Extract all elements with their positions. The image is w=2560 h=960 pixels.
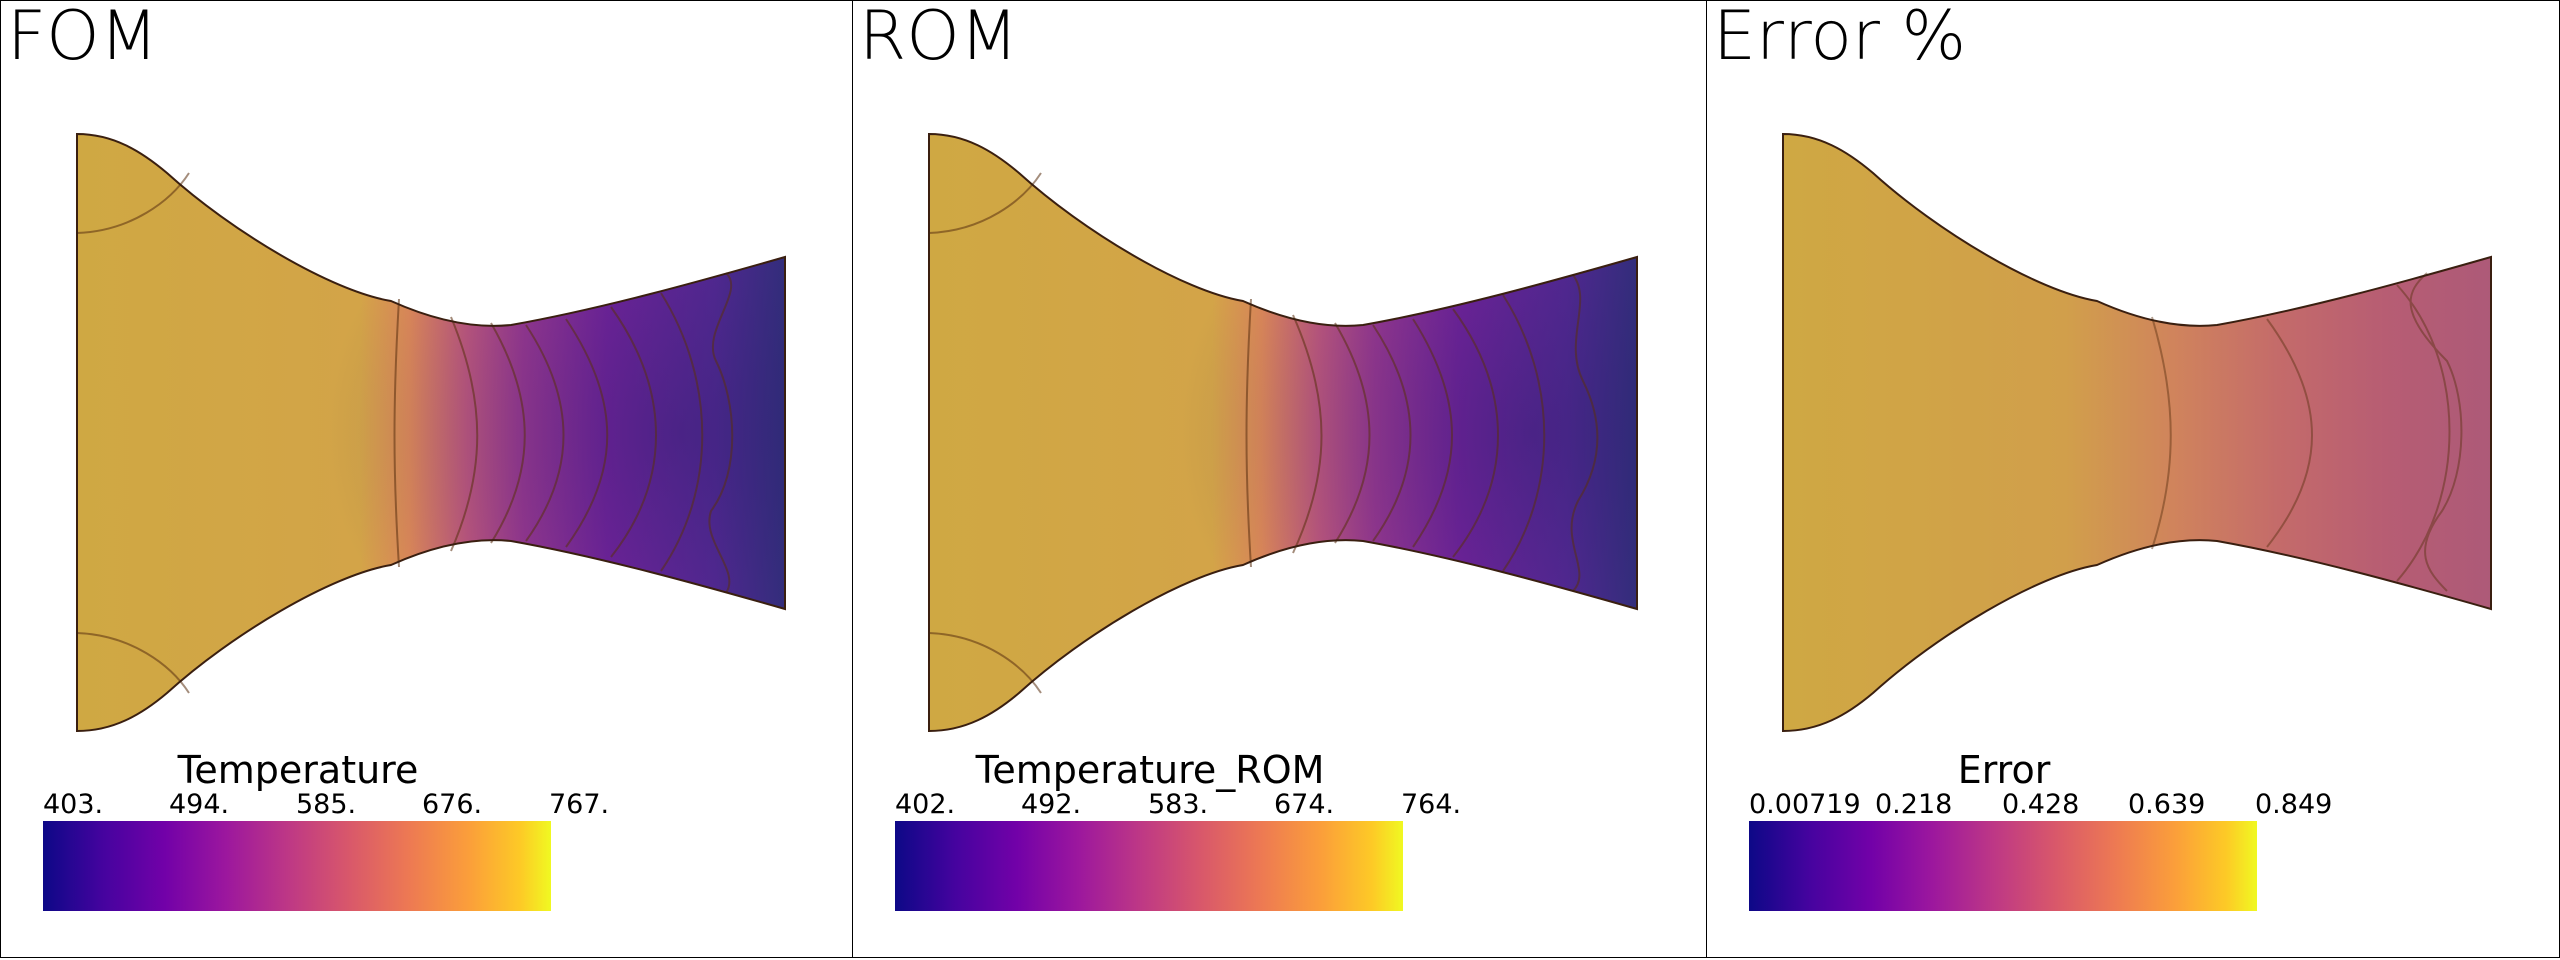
panel-fom: FOM Temperature 403. 494. 585. 676. 767. bbox=[0, 0, 853, 958]
nozzle-temperature-rom-field bbox=[928, 133, 1638, 732]
colorbar-tick: 0.849 bbox=[2255, 789, 2333, 820]
colorbar-title: Temperature bbox=[177, 748, 419, 792]
colorbar-title: Error bbox=[1957, 748, 2051, 792]
colorbar-tick: 402. bbox=[895, 789, 956, 820]
colorbar bbox=[895, 821, 1403, 911]
nozzle-error-field bbox=[1782, 133, 2492, 732]
colorbar-tick: 0.639 bbox=[2128, 789, 2206, 820]
colorbar-tick: 0.00719 bbox=[1749, 789, 1861, 820]
colorbar-tick: 494. bbox=[169, 789, 230, 820]
colorbar-title: Temperature_ROM bbox=[975, 748, 1325, 792]
colorbar-tick: 583. bbox=[1148, 789, 1209, 820]
colorbar-tick: 403. bbox=[43, 789, 104, 820]
colorbar-tick: 585. bbox=[296, 789, 357, 820]
panel-rom: ROM Temperature_ROM 402. 492. 583. 674. … bbox=[852, 0, 1707, 958]
panel-title: ROM bbox=[859, 0, 1019, 76]
colorbar-tick: 492. bbox=[1021, 789, 1082, 820]
colorbar-tick: 764. bbox=[1401, 789, 1462, 820]
contour-lines bbox=[76, 172, 734, 694]
nozzle-temperature-field bbox=[76, 133, 786, 732]
colorbar bbox=[1749, 821, 2257, 911]
colorbar-tick: 0.428 bbox=[2002, 789, 2080, 820]
colorbar-tick: 767. bbox=[549, 789, 610, 820]
contour-lines bbox=[2151, 272, 2463, 592]
panel-error: Error % Error 0.00719 0.218 0.428 0.639 … bbox=[1706, 0, 2560, 958]
panel-title: Error % bbox=[1713, 0, 1967, 76]
colorbar-tick: 676. bbox=[422, 789, 483, 820]
contour-lines bbox=[928, 172, 1599, 694]
colorbar-tick: 674. bbox=[1274, 789, 1335, 820]
colorbar-tick: 0.218 bbox=[1875, 789, 1953, 820]
panel-title: FOM bbox=[7, 0, 159, 76]
colorbar bbox=[43, 821, 551, 911]
